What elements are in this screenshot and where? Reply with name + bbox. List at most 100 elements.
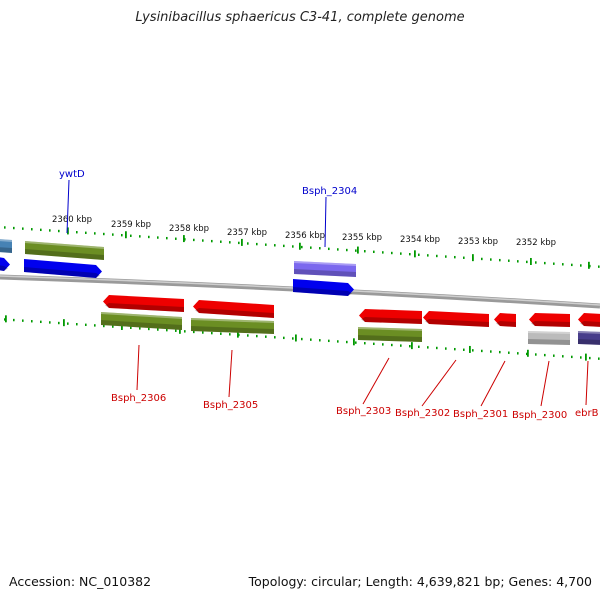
tick-dot bbox=[571, 263, 573, 267]
major-tick bbox=[183, 235, 185, 243]
tick-dot bbox=[328, 247, 330, 251]
tick-dot bbox=[337, 248, 339, 251]
scale-label-2360: 2360 kbp bbox=[52, 215, 92, 225]
tick-dot bbox=[94, 232, 96, 235]
scale-label-2358: 2358 kbp bbox=[169, 224, 209, 234]
cog-block[interactable] bbox=[294, 261, 356, 277]
tick-dot bbox=[562, 355, 564, 358]
tick-dot bbox=[400, 344, 402, 347]
tick-dot bbox=[292, 337, 294, 340]
tick-dot bbox=[130, 234, 132, 237]
major-tick bbox=[63, 319, 65, 327]
cog-block[interactable] bbox=[358, 327, 422, 342]
tick-dot bbox=[553, 354, 555, 357]
gene-label-bsph-2302[interactable]: Bsph_2302 bbox=[395, 408, 450, 419]
tick-dot bbox=[238, 241, 240, 245]
tick-dot bbox=[103, 324, 105, 328]
tick-dot bbox=[490, 258, 492, 261]
cog-block[interactable] bbox=[0, 239, 12, 253]
tick-dot bbox=[202, 239, 204, 242]
gene-label-bsph-2301[interactable]: Bsph_2301 bbox=[453, 409, 508, 420]
gene-label-ywtD[interactable]: ywtD bbox=[59, 169, 85, 180]
cog-block[interactable] bbox=[528, 331, 570, 345]
major-tick bbox=[469, 345, 471, 353]
tick-dot bbox=[319, 339, 321, 342]
reverse-cds-arrow[interactable] bbox=[359, 309, 422, 324]
tick-dot bbox=[166, 328, 168, 332]
tick-dot bbox=[193, 238, 195, 242]
gene-label-bsph-2304[interactable]: Bsph_2304 bbox=[302, 186, 357, 197]
major-tick bbox=[125, 231, 127, 239]
cog-block[interactable] bbox=[191, 318, 274, 334]
reverse-cds-arrow[interactable] bbox=[529, 313, 570, 327]
reverse-cds-arrow[interactable] bbox=[578, 313, 600, 327]
tick-dot bbox=[202, 331, 204, 334]
cog-block[interactable] bbox=[25, 241, 104, 260]
major-tick bbox=[588, 261, 590, 269]
tick-dot bbox=[247, 334, 249, 337]
reverse-cds-arrow[interactable] bbox=[193, 300, 274, 318]
tick-dot bbox=[463, 256, 465, 259]
tick-dot bbox=[373, 342, 375, 346]
reverse-cds-arrow[interactable] bbox=[103, 295, 184, 312]
tick-dot bbox=[283, 336, 285, 340]
scale-label-2357: 2357 kbp bbox=[227, 228, 267, 238]
tick-dot bbox=[274, 336, 276, 339]
tick-dot bbox=[85, 231, 87, 235]
tick-dot bbox=[274, 244, 276, 247]
forward-cds-arrow[interactable] bbox=[0, 257, 10, 271]
tick-dot bbox=[580, 264, 582, 267]
tick-dot bbox=[499, 350, 501, 354]
reverse-cds-arrow[interactable] bbox=[494, 313, 516, 327]
forward-cds-arrow[interactable] bbox=[24, 259, 102, 278]
tick-dot bbox=[148, 235, 150, 239]
major-tick bbox=[530, 257, 532, 265]
tick-dot bbox=[229, 333, 231, 336]
gene-label-ebrB[interactable]: ebrB bbox=[575, 408, 599, 419]
major-tick bbox=[357, 246, 359, 254]
tick-dot bbox=[157, 236, 159, 239]
gene-labels: ywtD Bsph_2304 Bsph_2306 Bsph_2305 Bsph_… bbox=[59, 169, 599, 421]
major-tick bbox=[585, 353, 587, 361]
tick-dot bbox=[229, 241, 231, 244]
major-tick bbox=[237, 330, 239, 338]
cog-block[interactable] bbox=[101, 312, 182, 330]
tick-dot bbox=[454, 255, 456, 259]
tick-dot bbox=[409, 252, 411, 256]
forward-cds-arrow[interactable] bbox=[293, 279, 354, 296]
gene-label-bsph-2306[interactable]: Bsph_2306 bbox=[111, 393, 166, 404]
tick-dot bbox=[40, 228, 42, 232]
tick-dot bbox=[49, 321, 51, 324]
tick-dot bbox=[427, 254, 429, 257]
tick-dot bbox=[22, 227, 24, 230]
major-tick bbox=[295, 334, 297, 342]
tick-dot bbox=[373, 250, 375, 254]
reverse-cds-arrow[interactable] bbox=[423, 311, 489, 327]
tick-dot bbox=[121, 233, 123, 237]
gene-label-bsph-2300[interactable]: Bsph_2300 bbox=[512, 410, 567, 421]
tick-dot bbox=[211, 239, 213, 243]
tick-dot bbox=[580, 356, 582, 359]
gene-label-bsph-2305[interactable]: Bsph_2305 bbox=[203, 400, 258, 411]
tick-dot bbox=[391, 251, 393, 255]
tick-dot bbox=[499, 258, 501, 262]
scale-label-2354: 2354 kbp bbox=[400, 235, 440, 245]
scale-label-2352: 2352 kbp bbox=[516, 238, 556, 248]
tick-dot bbox=[490, 350, 492, 353]
tick-dot bbox=[139, 235, 141, 238]
tick-dot bbox=[535, 353, 537, 356]
tick-dot bbox=[481, 257, 483, 261]
tick-dot bbox=[427, 346, 429, 349]
tick-dot bbox=[562, 263, 564, 266]
scale-label-2353: 2353 kbp bbox=[458, 237, 498, 247]
major-tick bbox=[67, 227, 69, 235]
major-tick bbox=[411, 342, 413, 350]
cog-block[interactable] bbox=[578, 331, 600, 345]
gene-label-bsph-2303[interactable]: Bsph_2303 bbox=[336, 406, 391, 417]
tick-dot bbox=[76, 231, 78, 234]
tick-dot bbox=[310, 246, 312, 249]
tick-dot bbox=[472, 349, 474, 352]
tick-dot bbox=[418, 253, 420, 256]
tick-dot bbox=[598, 265, 600, 268]
